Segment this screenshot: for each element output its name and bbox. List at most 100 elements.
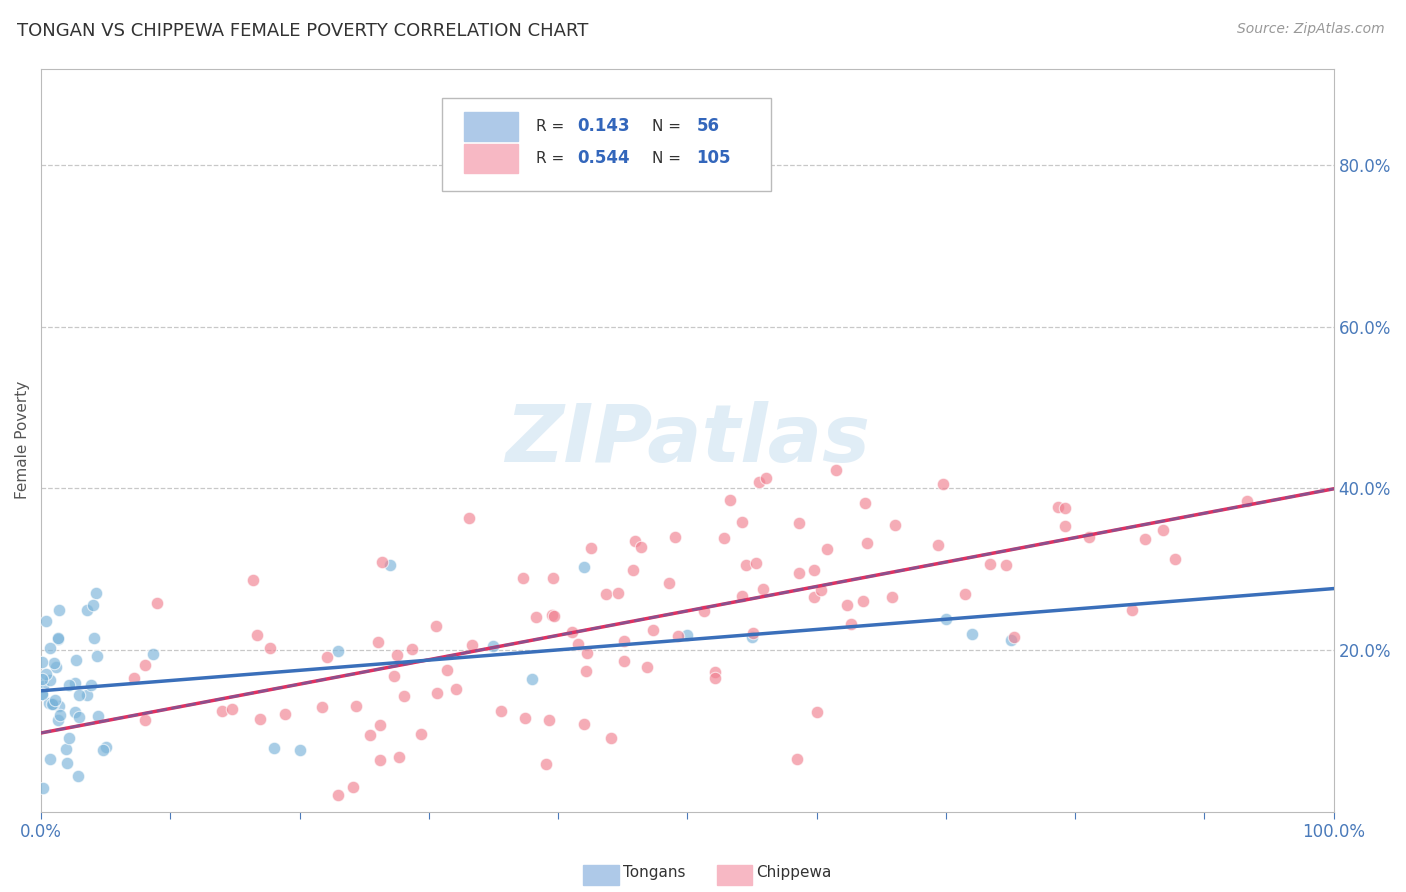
Point bbox=[607, 586, 630, 600]
Point bbox=[35, 666, 58, 681]
Point bbox=[979, 557, 1001, 571]
Point bbox=[63, 705, 86, 719]
Point bbox=[856, 536, 879, 550]
Point bbox=[658, 575, 681, 590]
Point bbox=[839, 617, 862, 632]
Text: ZIPatlas: ZIPatlas bbox=[505, 401, 870, 479]
Point bbox=[534, 757, 557, 772]
Point bbox=[600, 731, 623, 745]
Point bbox=[1077, 530, 1099, 544]
Point bbox=[444, 681, 467, 696]
Point bbox=[146, 596, 169, 610]
Point bbox=[703, 665, 725, 679]
Point bbox=[249, 712, 271, 726]
Point bbox=[787, 516, 810, 530]
Bar bbox=[464, 112, 517, 141]
Point bbox=[1133, 532, 1156, 546]
Text: TONGAN VS CHIPPEWA FEMALE POVERTY CORRELATION CHART: TONGAN VS CHIPPEWA FEMALE POVERTY CORREL… bbox=[17, 22, 588, 40]
Point bbox=[55, 742, 77, 756]
Point bbox=[368, 753, 391, 767]
Point bbox=[613, 654, 636, 668]
Point bbox=[82, 598, 104, 612]
Point bbox=[38, 673, 60, 688]
Point bbox=[561, 625, 583, 640]
Point bbox=[65, 675, 87, 690]
Point bbox=[579, 541, 602, 556]
Point bbox=[48, 698, 70, 713]
Point bbox=[630, 540, 652, 554]
Point bbox=[1047, 500, 1070, 514]
Point bbox=[853, 496, 876, 510]
Point bbox=[66, 769, 89, 783]
Point bbox=[852, 594, 875, 608]
Point bbox=[346, 699, 368, 714]
Point bbox=[745, 556, 768, 570]
Point bbox=[803, 563, 825, 577]
Point bbox=[741, 625, 763, 640]
Point bbox=[58, 731, 80, 745]
Point bbox=[567, 637, 589, 651]
Point bbox=[425, 619, 447, 633]
Point bbox=[32, 679, 55, 693]
Point bbox=[692, 604, 714, 618]
Point bbox=[1236, 493, 1258, 508]
Point bbox=[65, 653, 87, 667]
Point bbox=[32, 780, 55, 795]
Point bbox=[641, 623, 664, 637]
Point bbox=[221, 701, 243, 715]
Point bbox=[378, 558, 401, 572]
Point bbox=[38, 752, 60, 766]
Point bbox=[274, 706, 297, 721]
Point bbox=[259, 640, 281, 655]
Point bbox=[31, 673, 53, 687]
Point bbox=[734, 558, 756, 572]
Point bbox=[482, 639, 505, 653]
Point bbox=[666, 629, 689, 643]
Point bbox=[664, 530, 686, 544]
Point bbox=[803, 590, 825, 604]
Point bbox=[572, 716, 595, 731]
Point bbox=[755, 471, 778, 485]
Text: N =: N = bbox=[652, 119, 686, 134]
Text: 0.544: 0.544 bbox=[578, 150, 630, 168]
Point bbox=[87, 709, 110, 723]
Point bbox=[995, 558, 1018, 572]
Point bbox=[489, 705, 512, 719]
Point bbox=[46, 714, 69, 728]
Point bbox=[45, 660, 67, 674]
Point bbox=[676, 628, 699, 642]
Point bbox=[211, 704, 233, 718]
Point bbox=[1000, 632, 1022, 647]
Point bbox=[543, 609, 565, 624]
Point bbox=[731, 515, 754, 529]
Point bbox=[810, 582, 832, 597]
Point bbox=[83, 631, 105, 645]
Point bbox=[1152, 523, 1174, 537]
Point bbox=[524, 610, 547, 624]
Point bbox=[342, 780, 364, 794]
Point bbox=[41, 697, 63, 711]
Point bbox=[67, 710, 90, 724]
Point bbox=[741, 631, 763, 645]
Point bbox=[38, 641, 60, 656]
Point bbox=[513, 711, 536, 725]
Point bbox=[512, 571, 534, 585]
Point bbox=[880, 590, 903, 604]
Point bbox=[541, 571, 564, 585]
Point bbox=[748, 475, 770, 489]
Point bbox=[44, 693, 66, 707]
Point bbox=[613, 633, 636, 648]
Point bbox=[49, 707, 72, 722]
Point bbox=[246, 628, 269, 642]
Point bbox=[242, 573, 264, 587]
Point bbox=[713, 532, 735, 546]
Point bbox=[572, 560, 595, 574]
Text: 56: 56 bbox=[696, 118, 720, 136]
Point bbox=[522, 672, 544, 686]
Point bbox=[94, 739, 117, 754]
Point bbox=[621, 563, 644, 577]
Point bbox=[368, 718, 391, 732]
Point bbox=[34, 614, 56, 628]
Point bbox=[752, 582, 775, 596]
Point bbox=[806, 705, 828, 719]
